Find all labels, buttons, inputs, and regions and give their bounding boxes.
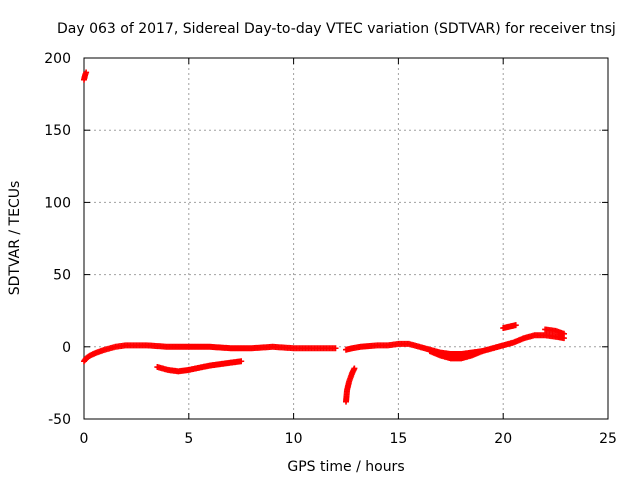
y-tick-label: 100 (44, 195, 71, 211)
x-axis-label: GPS time / hours (287, 459, 404, 475)
x-tick-label: 15 (389, 431, 407, 447)
data-point (512, 322, 519, 329)
y-tick-label: -50 (48, 412, 71, 428)
x-tick-label: 0 (80, 431, 89, 447)
x-tick-label: 25 (599, 431, 617, 447)
plot-frame (83, 57, 609, 420)
x-tick-label: 5 (184, 431, 193, 447)
data-point (560, 330, 567, 337)
y-axis-label: SDTVAR / TECUs (7, 181, 23, 296)
chart-title: Day 063 of 2017, Sidereal Day-to-day VTE… (57, 21, 616, 37)
x-tick-label: 20 (494, 431, 512, 447)
data-point (351, 365, 358, 372)
y-tick-label: 200 (44, 51, 71, 67)
data-point (83, 69, 90, 76)
axis-ticks (83, 57, 609, 420)
grid-lines (84, 58, 608, 419)
data-series (81, 69, 567, 405)
y-tick-label: 50 (53, 268, 71, 284)
x-tick-label: 10 (285, 431, 303, 447)
data-point (332, 345, 339, 352)
y-tick-labels: -50 0 50 100 150 200 (44, 51, 71, 428)
x-tick-labels: 0 5 10 15 20 25 (80, 431, 617, 447)
y-tick-label: 0 (62, 340, 71, 356)
data-point (479, 348, 486, 355)
data-point (238, 358, 245, 365)
y-tick-label: 150 (44, 123, 71, 139)
